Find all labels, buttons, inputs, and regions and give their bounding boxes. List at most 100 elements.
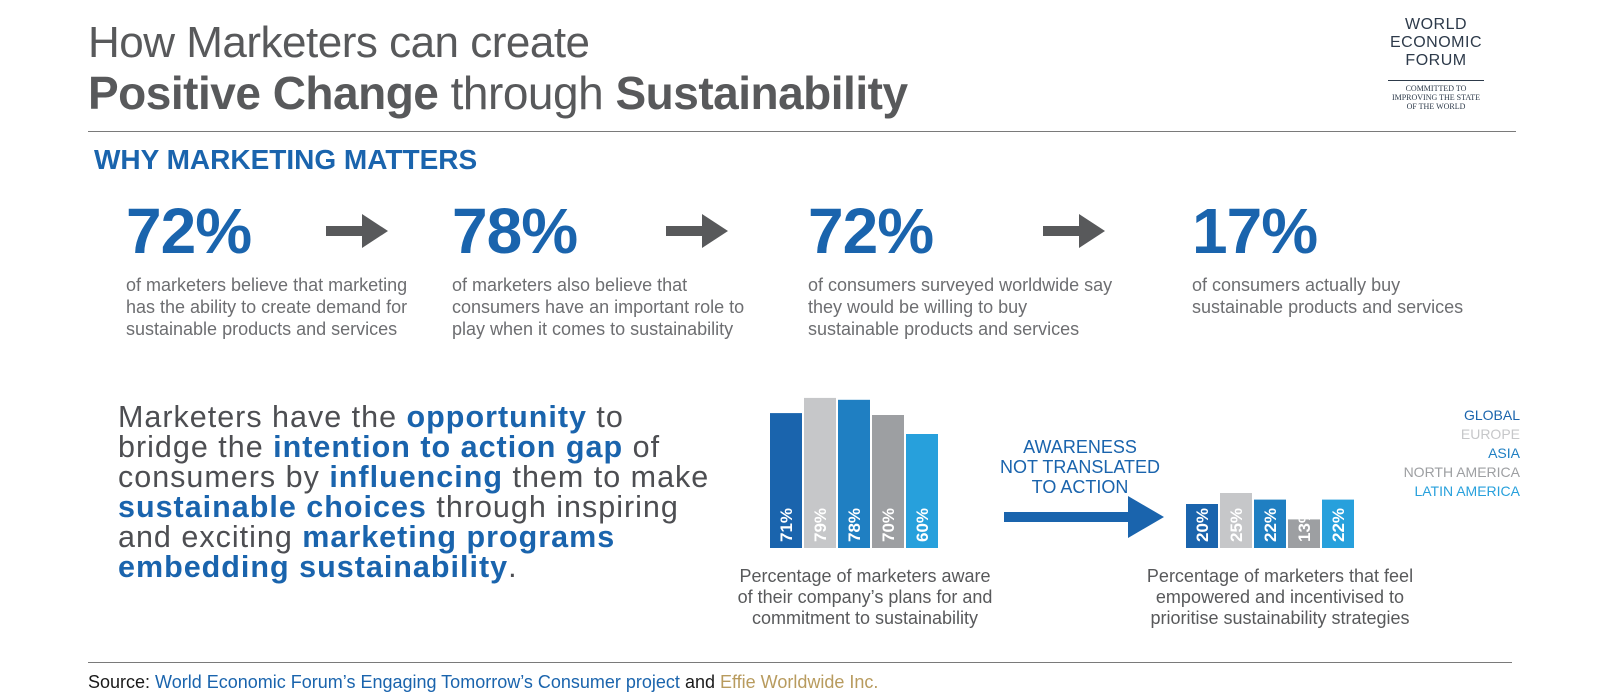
wef-logo: WORLD ECONOMIC FORUM COMMITTED TO IMPROV… bbox=[1380, 16, 1492, 111]
logo-tagline-line-2: IMPROVING THE STATE bbox=[1391, 93, 1481, 102]
title-through: through bbox=[438, 67, 616, 119]
stat-4-line-1: of consumers actually buy bbox=[1192, 275, 1401, 295]
statement-highlight: intention to action gap bbox=[273, 430, 624, 464]
bar-asia bbox=[838, 399, 870, 548]
bar-global bbox=[770, 413, 802, 548]
section-title: WHY MARKETING MATTERS bbox=[94, 144, 478, 175]
title-bold-sustainability: Sustainability bbox=[615, 67, 908, 119]
chart-1-caption: Percentage of marketers aware of their c… bbox=[700, 566, 1030, 629]
bar-north-america bbox=[1288, 519, 1320, 548]
awareness-line-3: TO ACTION bbox=[1031, 477, 1129, 497]
bar-label: 22% bbox=[1261, 508, 1280, 542]
bar-label: 13% bbox=[1295, 508, 1314, 542]
bar-latin-america bbox=[1322, 499, 1354, 548]
statement-highlight: opportunity bbox=[406, 400, 587, 434]
statement-text: to bridge the bbox=[118, 400, 624, 464]
awareness-line-2: NOT TRANSLATED bbox=[999, 457, 1161, 477]
logo-tagline-line-1: COMMITTED TO bbox=[1405, 84, 1467, 93]
bar-label: 60% bbox=[913, 508, 932, 542]
arrow-right-icon bbox=[1043, 214, 1105, 248]
statement-text: them to make bbox=[503, 460, 710, 494]
header-divider bbox=[88, 131, 1516, 132]
stat-3-line-1: of consumers surveyed worldwide say bbox=[808, 275, 1113, 295]
arrow-right-icon bbox=[326, 214, 388, 248]
bar-label: 20% bbox=[1193, 508, 1212, 542]
bar-north-america bbox=[872, 415, 904, 548]
source-link-wef[interactable]: World Economic Forum’s Engaging Tomorrow… bbox=[155, 672, 680, 692]
bar-label: 71% bbox=[777, 508, 796, 542]
stat-4-text: of consumers actually buy sustainable pr… bbox=[1192, 274, 1502, 318]
source-prefix: Source: bbox=[88, 672, 156, 692]
bar-label: 79% bbox=[811, 508, 830, 542]
arrow-right-icon bbox=[666, 214, 728, 248]
bar-label: 25% bbox=[1227, 508, 1246, 542]
stat-4: 17% of consumers actually buy sustainabl… bbox=[1192, 194, 1502, 318]
stat-2-text: of marketers also believe that consumers… bbox=[452, 274, 762, 340]
stat-2-line-3: play when it comes to sustainability bbox=[452, 319, 734, 339]
bar-europe bbox=[804, 397, 836, 548]
intention-action-statement: Marketers have the opportunity to bridge… bbox=[118, 400, 718, 584]
logo-tagline-line-3: OF THE WORLD bbox=[1406, 102, 1466, 111]
statement-text: Marketers have the bbox=[118, 400, 407, 434]
logo-word-3: FORUM bbox=[1405, 52, 1467, 69]
stat-3-line-3: sustainable products and services bbox=[808, 319, 1080, 339]
legend-item-global: GLOBAL bbox=[1463, 407, 1520, 423]
bar-europe bbox=[1220, 493, 1252, 548]
bar-label: 70% bbox=[879, 508, 898, 542]
stat-2-value: 78% bbox=[452, 195, 578, 267]
stat-1-line-1: of marketers believe that marketing bbox=[126, 275, 408, 295]
stat-3-value: 72% bbox=[808, 195, 934, 267]
legend-item-asia: ASIA bbox=[1488, 445, 1520, 461]
stat-4-value: 17% bbox=[1192, 195, 1318, 267]
source-link-effie[interactable]: Effie Worldwide Inc. bbox=[719, 672, 879, 692]
stat-1-line-3: sustainable products and services bbox=[126, 319, 398, 339]
chart-2-caption-line-1: Percentage of marketers that feel bbox=[1146, 566, 1414, 586]
title-line-2: Positive Change through Sustainability bbox=[88, 66, 908, 120]
stat-1-line-2: has the ability to create demand for bbox=[126, 297, 408, 317]
legend-item-europe: EUROPE bbox=[1460, 426, 1520, 442]
stat-1: 72% of marketers believe that marketing … bbox=[126, 194, 436, 340]
stat-2: 78% of marketers also believe that consu… bbox=[452, 194, 762, 340]
bar-label: 78% bbox=[845, 508, 864, 542]
legend-item-latin-america: LATIN AMERICA bbox=[1414, 483, 1520, 499]
source-line: Source: World Economic Forum’s Engaging … bbox=[88, 672, 878, 693]
bar-global bbox=[1186, 504, 1218, 548]
stat-2-line-1: of marketers also believe that bbox=[452, 275, 688, 295]
chart-empowered: 20% 25% 22% 13% 22% bbox=[1186, 493, 1354, 548]
stat-2-line-2: consumers have an important role to bbox=[452, 297, 745, 317]
chart-2-caption-line-3: prioritise sustainability strategies bbox=[1150, 608, 1410, 628]
stat-1-value: 72% bbox=[126, 195, 252, 267]
bar-label: 22% bbox=[1329, 508, 1348, 542]
logo-word-1: WORLD bbox=[1404, 16, 1468, 33]
logo-tagline: COMMITTED TO IMPROVING THE STATE OF THE … bbox=[1388, 80, 1484, 111]
footer-divider bbox=[88, 662, 1512, 663]
bar-asia bbox=[1254, 499, 1286, 548]
statement-text: . bbox=[508, 550, 518, 584]
chart-awareness: 71% 79% 78% 70% 60% bbox=[770, 397, 938, 548]
stat-3-text: of consumers surveyed worldwide say they… bbox=[808, 274, 1138, 340]
chart-1-caption-line-3: commitment to sustainability bbox=[751, 608, 979, 628]
chart-2-caption: Percentage of marketers that feel empowe… bbox=[1110, 566, 1450, 629]
statement-highlight: influencing bbox=[329, 460, 503, 494]
stat-1-text: of marketers believe that marketing has … bbox=[126, 274, 436, 340]
source-and: and bbox=[679, 672, 720, 692]
chart-1-caption-line-2: of their company’s plans for and bbox=[737, 587, 993, 607]
awareness-label: AWARENESS NOT TRANSLATED TO ACTION bbox=[980, 437, 1180, 497]
logo-word-2: ECONOMIC bbox=[1390, 34, 1482, 51]
stat-4-line-2: sustainable products and services bbox=[1192, 297, 1464, 317]
bar-latin-america bbox=[906, 434, 938, 548]
title-line-1: How Marketers can create bbox=[88, 18, 590, 67]
statement-highlight: marketing programs embedding sustainabil… bbox=[118, 520, 616, 584]
statement-highlight: sustainable choices bbox=[118, 490, 427, 524]
title-bold-positive-change: Positive Change bbox=[88, 67, 439, 119]
chart-legend: GLOBAL EUROPE ASIA NORTH AMERICA LATIN AMERI… bbox=[1300, 406, 1520, 501]
chart-2-caption-line-2: empowered and incentivised to bbox=[1155, 587, 1405, 607]
statement-text: through inspiring and exciting bbox=[118, 490, 679, 554]
stat-3: 72% of consumers surveyed worldwide say … bbox=[808, 194, 1138, 340]
legend-item-north-america: NORTH AMERICA bbox=[1403, 464, 1520, 480]
stat-3-line-2: they would be willing to buy bbox=[808, 297, 1028, 317]
awareness-arrow-icon bbox=[1004, 496, 1164, 538]
chart-1-caption-line-1: Percentage of marketers aware bbox=[739, 566, 991, 586]
awareness-line-1: AWARENESS bbox=[1023, 437, 1137, 457]
statement-text: of consumers by bbox=[118, 430, 661, 494]
